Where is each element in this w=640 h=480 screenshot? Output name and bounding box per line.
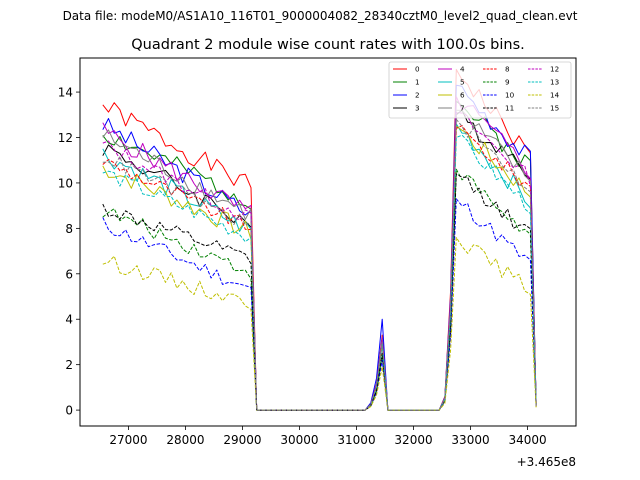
y-tick-label: 4 (65, 313, 73, 327)
y-axis: 0 2 4 6 8 10 12 14 (58, 86, 80, 418)
y-tick-label: 14 (58, 86, 73, 100)
x-tick-label: 30000 (280, 433, 318, 447)
chart-title: Quadrant 2 module wise count rates with … (131, 37, 525, 53)
x-tick-label: 31000 (337, 433, 375, 447)
legend-label-6: 6 (460, 91, 465, 100)
legend-box (388, 61, 572, 119)
x-tick-label: 28000 (166, 433, 204, 447)
x-offset-label: +3.465e8 (517, 455, 576, 469)
y-tick-label: 8 (65, 222, 73, 236)
legend-label-4: 4 (460, 65, 465, 74)
legend-label-0: 0 (415, 65, 420, 74)
legend-label-2: 2 (415, 91, 420, 100)
legend-label-11: 11 (505, 104, 514, 113)
legend-label-15: 15 (550, 104, 559, 113)
legend-label-13: 13 (550, 78, 559, 87)
x-tick-label: 34000 (508, 433, 546, 447)
y-tick-label: 12 (58, 131, 73, 145)
x-tick-label: 27000 (109, 433, 147, 447)
axes-frame (79, 57, 577, 427)
series-lines (102, 68, 537, 411)
legend-label-1: 1 (415, 78, 420, 87)
legend-label-12: 12 (550, 65, 559, 74)
legend-label-10: 10 (505, 91, 515, 100)
x-tick-label: 33000 (451, 433, 489, 447)
legend-label-3: 3 (415, 104, 420, 113)
x-axis: 27000 28000 29000 30000 31000 32000 33000 34000 (109, 426, 547, 447)
y-tick-label: 0 (65, 404, 73, 418)
legend-label-9: 9 (505, 78, 510, 87)
x-tick-label: 32000 (394, 433, 432, 447)
chart-suptitle: Data file: modeM0/AS1A10_116T01_90000040… (63, 9, 578, 23)
legend-label-14: 14 (550, 91, 560, 100)
plot-area: 27000 28000 29000 30000 31000 32000 33000 34000… (58, 57, 577, 469)
y-tick-label: 10 (58, 176, 73, 190)
legend-label-8: 8 (505, 65, 510, 74)
legend-label-7: 7 (460, 104, 465, 113)
legend-label-5: 5 (460, 78, 465, 87)
y-tick-label: 6 (65, 267, 73, 281)
y-tick-label: 2 (65, 358, 73, 372)
x-tick-label: 29000 (223, 433, 261, 447)
series-line-15 (102, 118, 537, 411)
